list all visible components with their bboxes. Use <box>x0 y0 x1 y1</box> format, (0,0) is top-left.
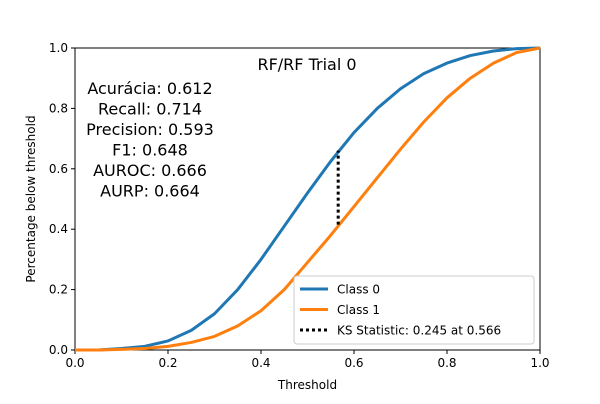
series-line-class-0 <box>75 46 541 352</box>
y-tick-label: 0.0 <box>49 343 68 357</box>
legend-label: KS Statistic: 0.245 at 0.566 <box>337 324 501 338</box>
x-tick-label: 0.2 <box>158 356 177 370</box>
series-line-class-1 <box>75 46 541 352</box>
y-tick-label: 0.2 <box>49 283 68 297</box>
annotation-layer: RF/RF Trial 0 Acurácia: 0.612 Recall: 0.71… <box>86 55 357 225</box>
y-tick-label: 0.6 <box>49 162 68 176</box>
metric-line: Acurácia: 0.612 <box>87 79 212 98</box>
legend-box <box>293 275 535 345</box>
y-tick-label: 0.8 <box>49 101 68 115</box>
metric-line: Recall: 0.714 <box>98 100 202 119</box>
plot-frame <box>74 47 541 351</box>
y-axis-label: Percentage below threshold <box>24 115 38 282</box>
x-axis-label: Threshold <box>277 378 337 392</box>
metric-line: F1: 0.648 <box>112 141 188 160</box>
legend-label: Class 0 <box>337 283 380 297</box>
legend-label: Class 1 <box>337 303 380 317</box>
metric-line: AURP: 0.664 <box>100 182 200 201</box>
axes-layer: 0.0 0.2 0.4 0.6 0.8 1.0 0.0 0.2 0.4 0.6 0.8 1.0 Thre… <box>24 41 550 392</box>
x-tick-label: 0.6 <box>344 356 363 370</box>
x-tick-label: 0.0 <box>65 356 84 370</box>
y-tick-label: 0.4 <box>49 222 68 236</box>
metric-line: AUROC: 0.666 <box>93 161 207 180</box>
x-tick-label: 0.8 <box>437 356 456 370</box>
chart-title: RF/RF Trial 0 <box>257 55 356 74</box>
legend: Class 0 Class 1 KS Statistic: 0.245 at 0.5… <box>293 275 535 345</box>
y-tick-label: 1.0 <box>49 41 68 55</box>
metric-line: Precision: 0.593 <box>86 120 214 139</box>
series-layer <box>75 46 541 352</box>
x-tick-label: 0.4 <box>251 356 270 370</box>
x-tick-label: 1.0 <box>530 356 549 370</box>
